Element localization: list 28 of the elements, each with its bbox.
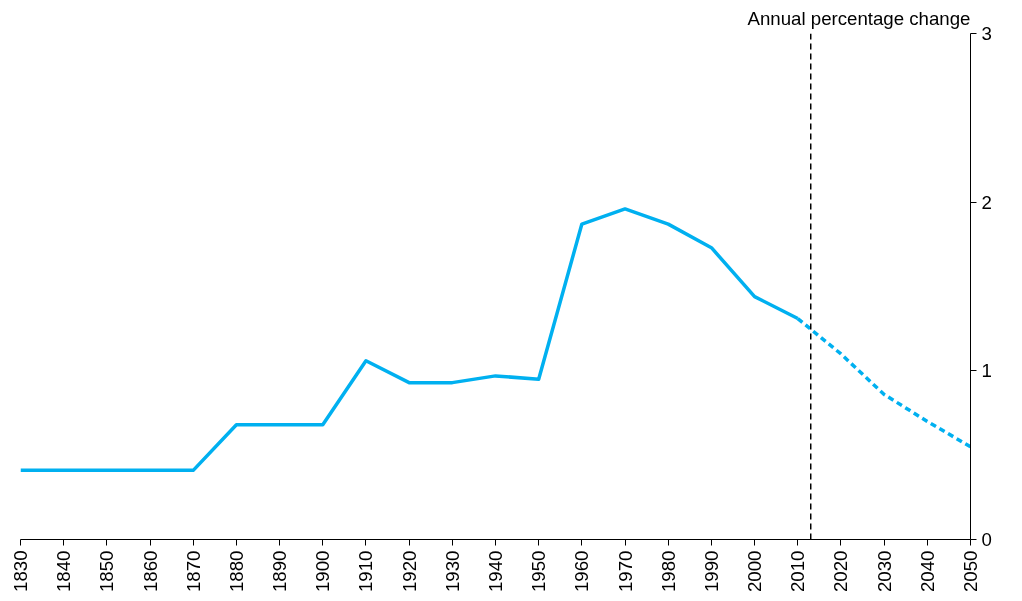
x-tick-label: 1830 [10, 550, 31, 592]
x-tick-label: 1890 [269, 550, 291, 592]
x-tick-label: 1920 [398, 550, 420, 592]
x-tick-label: 1880 [225, 550, 247, 592]
y-tick-label: 1 [981, 360, 992, 382]
x-tick-label: 2030 [873, 550, 895, 592]
x-tick-label: 1840 [53, 550, 75, 592]
x-tick-label: 1980 [657, 550, 679, 592]
x-tick-label: 1940 [485, 550, 506, 592]
x-tick-label: 2010 [787, 550, 809, 592]
x-tick-label: 1970 [614, 550, 636, 592]
x-tick-label: 1850 [96, 550, 118, 592]
x-tick-label: 1990 [700, 550, 722, 592]
x-tick-label: 1950 [528, 550, 550, 592]
x-tick-label: 1910 [355, 550, 377, 592]
x-tick-label: 1900 [312, 550, 334, 592]
x-tick-label: 2040 [916, 550, 938, 592]
x-tick-label: 1960 [571, 550, 593, 592]
y-tick-label: 3 [981, 23, 992, 44]
y-tick-label: 0 [981, 529, 992, 550]
x-tick-label: 2000 [744, 550, 766, 592]
y-tick-label: 2 [981, 191, 992, 213]
x-tick-label: 1870 [182, 550, 204, 592]
x-tick-label: 1860 [139, 550, 161, 592]
x-tick-label: 2020 [830, 550, 852, 592]
x-tick-label: 2050 [960, 550, 981, 592]
y-axis-title: Annual percentage change [747, 7, 971, 29]
x-tick-label: 1930 [441, 550, 463, 592]
